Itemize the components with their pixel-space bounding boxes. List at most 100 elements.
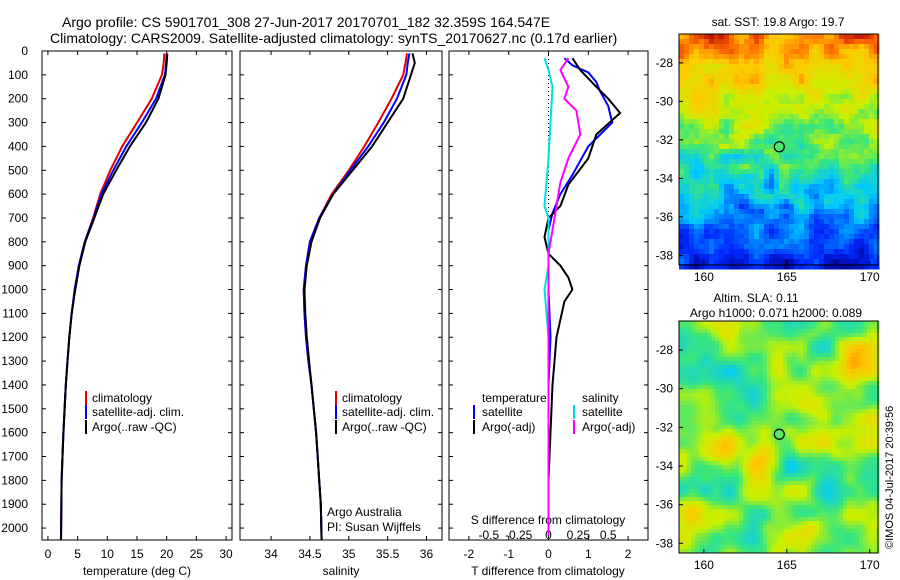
map-cell	[874, 234, 880, 240]
map-cell	[699, 361, 704, 366]
map-cell	[694, 219, 700, 225]
map-cell	[703, 541, 708, 546]
map-cell	[835, 449, 840, 454]
map-cell	[799, 54, 805, 60]
map-cell	[759, 321, 764, 326]
map-cell	[739, 337, 744, 342]
map-cell	[834, 134, 840, 140]
map-cell	[735, 345, 740, 350]
map-cell	[775, 457, 780, 462]
map-cell	[711, 465, 716, 470]
map-cell	[795, 385, 800, 390]
map-cell	[815, 369, 820, 374]
map-cell	[703, 349, 708, 354]
map-cell	[819, 465, 824, 470]
map-cell	[714, 44, 720, 50]
map-cell	[809, 189, 815, 195]
map-cell	[703, 365, 708, 370]
map-cell	[834, 144, 840, 150]
map-cell	[695, 333, 700, 338]
map-cell	[687, 537, 692, 542]
map-cell	[809, 219, 815, 225]
map-cell	[759, 481, 764, 486]
map-cell	[679, 34, 685, 40]
map-cell	[819, 199, 825, 205]
map-cell	[719, 234, 725, 240]
map-cell	[783, 333, 788, 338]
map-cell	[783, 341, 788, 346]
map-cell	[769, 199, 775, 205]
map-cell	[829, 124, 835, 130]
map-cell	[859, 505, 864, 510]
map-cell	[754, 89, 760, 95]
map-cell	[727, 365, 732, 370]
map-cell	[827, 381, 832, 386]
map-cell	[859, 84, 865, 90]
map-cell	[749, 49, 755, 55]
map-cell	[834, 114, 840, 120]
map-cell	[804, 114, 810, 120]
map-cell	[875, 385, 880, 390]
map-cell	[823, 525, 828, 530]
map-cell	[724, 209, 730, 215]
map-cell	[691, 409, 696, 414]
map-cell	[767, 529, 772, 534]
map-cell	[727, 505, 732, 510]
map-cell	[724, 89, 730, 95]
map-cell	[779, 517, 784, 522]
map-cell	[771, 341, 776, 346]
map-cell	[715, 457, 720, 462]
map-cell	[715, 533, 720, 538]
map-cell	[855, 365, 860, 370]
map-cell	[854, 234, 860, 240]
map-cell	[754, 54, 760, 60]
map-cell	[851, 417, 856, 422]
map-cell	[807, 453, 812, 458]
map-cell	[779, 99, 785, 105]
map-cell	[875, 365, 880, 370]
map-cell	[854, 254, 860, 260]
map-cell	[839, 59, 845, 65]
map-cell	[754, 84, 760, 90]
map-cell	[769, 244, 775, 250]
map-cell	[731, 497, 736, 502]
map-cell	[714, 94, 720, 100]
map-cell	[723, 429, 728, 434]
map-cell	[867, 389, 872, 394]
map-cell	[691, 401, 696, 406]
map-cell	[864, 224, 870, 230]
map-cell	[715, 493, 720, 498]
map-cell	[739, 525, 744, 530]
map-cell	[719, 224, 725, 230]
map-cell	[864, 174, 870, 180]
map-cell	[819, 194, 825, 200]
map-cell	[769, 59, 775, 65]
map-cell	[735, 477, 740, 482]
map-cell	[809, 104, 815, 110]
map-cell	[814, 84, 820, 90]
map-cell	[859, 44, 865, 50]
map-cell	[749, 44, 755, 50]
map-cell	[839, 184, 845, 190]
map-cell	[739, 229, 745, 235]
map-cell	[854, 94, 860, 100]
map-cell	[735, 377, 740, 382]
map-cell	[719, 44, 725, 50]
map-cell	[839, 194, 845, 200]
map-cell	[695, 433, 700, 438]
map-cell	[694, 124, 700, 130]
map-cell	[874, 74, 880, 80]
map-cell	[703, 477, 708, 482]
map-cell	[735, 417, 740, 422]
map-cell	[804, 174, 810, 180]
map-cell	[779, 219, 785, 225]
map-cell	[755, 477, 760, 482]
map-cell	[779, 224, 785, 230]
map-cell	[724, 104, 730, 110]
map-cell	[867, 337, 872, 342]
map-cell	[839, 497, 844, 502]
map-cell	[867, 357, 872, 362]
map-cell	[719, 505, 724, 510]
map-cell	[827, 517, 832, 522]
map-cell	[734, 254, 740, 260]
